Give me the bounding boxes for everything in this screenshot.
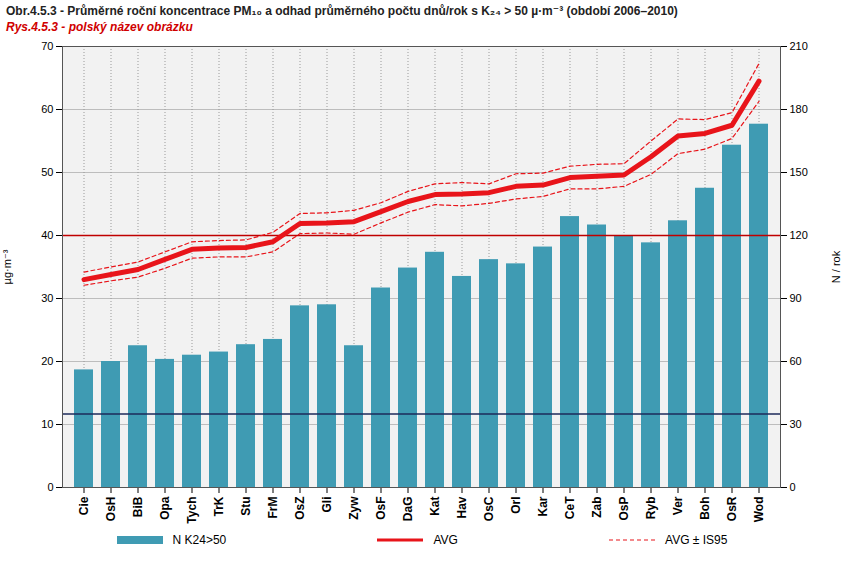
- svg-text:0: 0: [790, 481, 796, 493]
- svg-text:180: 180: [790, 103, 808, 115]
- svg-text:60: 60: [790, 355, 802, 367]
- svg-text:Ryb: Ryb: [644, 497, 658, 520]
- svg-text:210: 210: [790, 40, 808, 52]
- svg-text:FrM: FrM: [266, 497, 280, 519]
- svg-text:20: 20: [41, 355, 53, 367]
- svg-text:120: 120: [790, 229, 808, 241]
- svg-text:OsC: OsC: [482, 496, 496, 521]
- html-text:Rys.4.5.3 - polský název obráz: Rys.4.5.3 - polský název obrázku: [6, 20, 193, 34]
- svg-text:Zyw: Zyw: [347, 496, 361, 520]
- svg-text:BiB: BiB: [131, 496, 145, 517]
- svg-text:DaG: DaG: [401, 497, 415, 522]
- svg-text:Wod: Wod: [752, 497, 766, 523]
- svg-text:0: 0: [47, 481, 53, 493]
- svg-text:Zab: Zab: [590, 497, 604, 518]
- svg-text:OsH: OsH: [104, 497, 118, 522]
- svg-text:30: 30: [41, 292, 53, 304]
- svg-text:40: 40: [41, 229, 53, 241]
- html-text:N K24>50: N K24>50: [172, 533, 227, 547]
- svg-text:Kat: Kat: [428, 497, 442, 516]
- svg-text:Hav: Hav: [455, 496, 469, 518]
- svg-text:N / rok: N / rok: [830, 250, 842, 283]
- html-text:Obr.4.5.3 - Průměrné roční kon: Obr.4.5.3 - Průměrné roční koncentrace P…: [6, 4, 678, 18]
- html-text:AVG: AVG: [433, 533, 458, 547]
- svg-text:Kar: Kar: [536, 496, 550, 516]
- svg-text:OsZ: OsZ: [293, 497, 307, 520]
- svg-text:Opa: Opa: [158, 496, 172, 520]
- svg-text:30: 30: [790, 418, 802, 430]
- svg-text:10: 10: [41, 418, 53, 430]
- svg-text:OsP: OsP: [617, 497, 631, 521]
- svg-text:OsR: OsR: [725, 496, 739, 521]
- svg-text:CeT: CeT: [563, 496, 577, 519]
- svg-text:TrK: TrK: [212, 496, 226, 516]
- svg-text:Tych: Tych: [185, 497, 199, 524]
- svg-text:150: 150: [790, 166, 808, 178]
- svg-text:50: 50: [41, 166, 53, 178]
- svg-text:Orl: Orl: [509, 497, 523, 514]
- html-text:AVG ± IS95: AVG ± IS95: [665, 533, 728, 547]
- svg-text:Gli: Gli: [320, 497, 334, 513]
- svg-text:OsF: OsF: [374, 497, 388, 520]
- svg-text:60: 60: [41, 103, 53, 115]
- svg-text:Cie: Cie: [77, 496, 91, 515]
- svg-text:Ver: Ver: [671, 496, 685, 515]
- svg-text:Stu: Stu: [239, 497, 253, 516]
- svg-text:90: 90: [790, 292, 802, 304]
- svg-text:Boh: Boh: [698, 497, 712, 520]
- svg-text:70: 70: [41, 40, 53, 52]
- svg-text:µg·m⁻³: µg·m⁻³: [1, 249, 13, 284]
